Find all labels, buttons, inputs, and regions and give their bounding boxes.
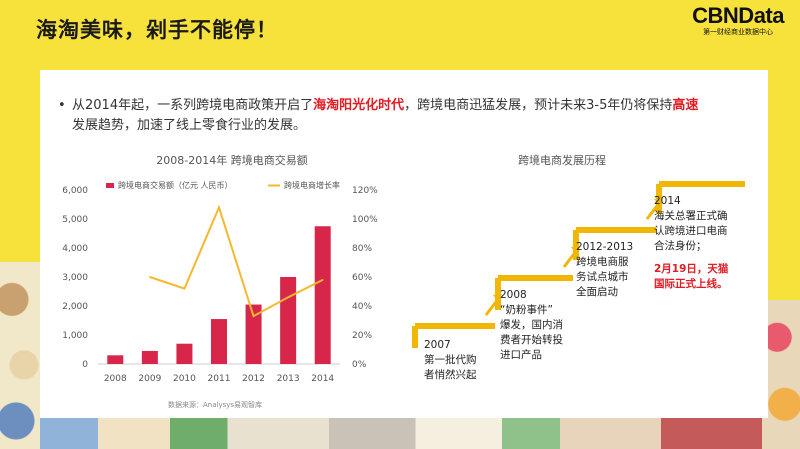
timeline-arrow-shaft bbox=[562, 249, 579, 268]
y2-tick-label: 80% bbox=[352, 244, 372, 254]
timeline-year: 2008 bbox=[500, 289, 527, 301]
y2-tick-label: 120% bbox=[352, 186, 378, 196]
timeline-step: 2008 “奶粉事件” 爆发，国内消 费者开始转投 进口产品 bbox=[500, 288, 590, 363]
page-title: 海淘美味，剁手不能停！ bbox=[36, 18, 278, 42]
logo-subtitle: 第一财经商业数据中心 bbox=[703, 29, 774, 36]
y-tick-label: 2,000 bbox=[62, 302, 88, 312]
x-tick-label: 2014 bbox=[311, 374, 334, 384]
timeline-tread bbox=[498, 275, 573, 281]
timeline-title: 跨境电商发展历程 bbox=[518, 154, 606, 167]
bar bbox=[141, 350, 158, 364]
timeline-riser bbox=[573, 230, 579, 260]
content-card: • 从2014年起，一系列跨境电商政策开启了海淘阳光化时代，跨境电商迅猛发展，预… bbox=[40, 70, 768, 418]
y-tick-label: 5,000 bbox=[62, 215, 88, 225]
bar bbox=[107, 355, 124, 364]
timeline-arrow-head bbox=[571, 246, 580, 254]
x-tick-label: 2010 bbox=[173, 374, 196, 384]
logo-brand: CBNData bbox=[692, 3, 784, 28]
cbndata-logo: CBNData 第一财经商业数据中心 bbox=[692, 4, 784, 37]
snack-illustration-bottom bbox=[40, 418, 762, 449]
legend-label-line: 跨境电商增长率 bbox=[284, 180, 340, 190]
timeline-arrow-head bbox=[493, 294, 502, 302]
bar bbox=[314, 226, 331, 364]
intro-highlight-1: 海淘阳光化时代 bbox=[313, 98, 405, 113]
legend-swatch-bars bbox=[106, 183, 114, 188]
x-tick-label: 2013 bbox=[277, 374, 300, 384]
transaction-chart: 0 1,000 2,000 3,000 4,000 5,000 6,000 0% 20% 40% 6… bbox=[62, 180, 378, 384]
timeline-text-line: 合法身份； bbox=[654, 240, 707, 252]
y2-tick-label: 60% bbox=[352, 273, 372, 283]
bar bbox=[245, 304, 262, 364]
line-point bbox=[218, 206, 220, 209]
timeline-text-line: 者悄然兴起 bbox=[424, 369, 477, 381]
line-point bbox=[252, 315, 255, 317]
timeline-text-line: 进口产品 bbox=[500, 349, 542, 361]
timeline-step: 2014 海关总署正式确 认跨境进口电商 合法身份； 2月19日，天猫 国际正式上线。 bbox=[654, 194, 764, 292]
bar bbox=[176, 343, 193, 364]
bar bbox=[280, 277, 297, 364]
timeline-text-line: 全面启动 bbox=[576, 286, 618, 298]
timeline-text-line: 海关总署正式确 bbox=[654, 210, 728, 222]
snack-illustration-right bbox=[762, 300, 800, 449]
y-tick-label: 1,000 bbox=[62, 331, 88, 341]
timeline-arrow-head bbox=[654, 198, 663, 206]
intro-text-1: 从2014年起，一系列跨境电商政策开启了 bbox=[72, 98, 314, 113]
y2-tick-label: 100% bbox=[352, 215, 378, 225]
timeline-tread bbox=[576, 227, 656, 233]
y2-tick-label: 40% bbox=[352, 302, 372, 312]
y2-tick-label: 0% bbox=[352, 360, 367, 370]
line-point bbox=[149, 276, 151, 278]
snack-illustration-left bbox=[0, 262, 40, 449]
line-point bbox=[287, 296, 289, 299]
timeline-year: 2012-2013 bbox=[576, 241, 634, 253]
line-point bbox=[321, 279, 324, 281]
growth-rate-line bbox=[149, 204, 324, 318]
timeline-staircase bbox=[412, 181, 745, 348]
y-tick-label: 6,000 bbox=[62, 186, 88, 196]
timeline-riser bbox=[495, 278, 501, 310]
intro-paragraph: • 从2014年起，一系列跨境电商政策开启了海淘阳光化时代，跨境电商迅猛发展，预… bbox=[58, 96, 762, 136]
y-tick-label: 3,000 bbox=[62, 273, 88, 283]
timeline-text-line: 认跨境进口电商 bbox=[654, 225, 728, 237]
timeline-text-line: “奶粉事件” bbox=[500, 304, 553, 316]
intro-text-2: ，跨境电商迅猛发展，预计未来3-5年仍将保持 bbox=[404, 98, 673, 113]
line-point bbox=[183, 287, 186, 290]
timeline-year: 2007 bbox=[424, 339, 451, 351]
bullet-point: • bbox=[58, 98, 66, 113]
timeline-step: 2012-2013 跨境电商服务试点城市全面启动 bbox=[576, 240, 666, 300]
x-tick-label: 2008 bbox=[104, 374, 127, 384]
chart-source: 数据来源：Analysys易观智库 bbox=[168, 401, 263, 409]
chart-title: 2008-2014年 跨境电商交易额 bbox=[156, 154, 308, 167]
y-tick-label: 4,000 bbox=[62, 244, 88, 254]
bar bbox=[211, 319, 227, 364]
timeline-tread bbox=[415, 323, 495, 329]
x-tick-label: 2009 bbox=[138, 374, 161, 384]
timeline-year: 2014 bbox=[654, 195, 681, 207]
timeline-text-line: 爆发，国内消 bbox=[500, 319, 563, 331]
timeline-arrow-shaft bbox=[484, 297, 501, 316]
x-tick-label: 2011 bbox=[208, 374, 231, 384]
spacer bbox=[654, 254, 764, 262]
intro-text-3: 发展趋势，加速了线上零食行业的发展。 bbox=[72, 118, 307, 133]
intro-highlight-2: 高速 bbox=[672, 98, 699, 113]
y-tick-label: 0 bbox=[82, 360, 88, 370]
timeline-highlight-line: 国际正式上线。 bbox=[654, 278, 728, 290]
timeline-arrow-shaft bbox=[645, 201, 662, 220]
timeline-text-line: 费者开始转投 bbox=[500, 334, 563, 346]
x-tick-label: 2012 bbox=[242, 374, 265, 384]
y2-tick-label: 20% bbox=[352, 331, 372, 341]
legend-label-bars: 跨境电商交易额（亿元 人民币） bbox=[118, 180, 233, 190]
timeline-text-line: 跨境电商服 bbox=[576, 256, 629, 268]
timeline-highlight-line: 2月19日，天猫 bbox=[654, 263, 729, 275]
timeline-tread bbox=[659, 181, 745, 187]
timeline-riser bbox=[412, 326, 418, 348]
timeline-text-line: 务试点城市 bbox=[576, 271, 629, 283]
timeline-text-line: 第一批代购 bbox=[424, 354, 477, 366]
timeline-step: 2007 第一批代购者悄然兴起 bbox=[424, 338, 514, 383]
